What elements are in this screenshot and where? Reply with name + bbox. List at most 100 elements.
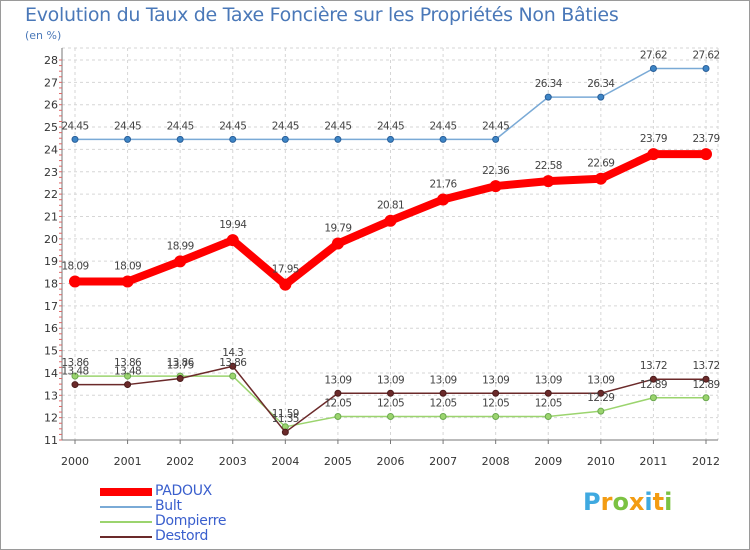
- data-label-destord: 13.72: [640, 360, 667, 372]
- logo-letter: i: [644, 488, 653, 516]
- data-point-dompierre: [439, 413, 447, 421]
- data-point-bult: [597, 93, 605, 101]
- data-point-destord: [281, 428, 289, 436]
- y-tick-label: 19: [44, 255, 58, 268]
- data-point-padoux: [542, 175, 555, 188]
- legend-swatch-dompierre: [100, 521, 152, 523]
- logo-letter: x: [628, 488, 645, 516]
- data-point-dompierre: [387, 413, 394, 421]
- data-label-destord: 13.72: [692, 360, 719, 372]
- data-label-bult: 26.34: [587, 78, 615, 90]
- data-label-destord: 13.09: [482, 374, 509, 386]
- data-label-dompierre: 12.05: [377, 398, 404, 410]
- data-point-destord: [597, 389, 605, 397]
- data-point-padoux: [279, 278, 292, 291]
- data-point-dompierre: [597, 407, 605, 415]
- data-label-bult: 24.45: [272, 120, 299, 132]
- data-point-padoux: [69, 275, 81, 288]
- data-label-padoux: 20.81: [377, 200, 404, 212]
- data-label-destord: 11.35: [272, 413, 299, 425]
- legend-label-dompierre: Dompierre: [155, 513, 227, 529]
- x-tick-label: 2011: [639, 455, 667, 468]
- data-label-destord: 13.75: [167, 360, 194, 372]
- data-point-dompierre: [492, 413, 500, 421]
- x-tick-label: 2007: [429, 455, 457, 468]
- data-label-destord: 14.3: [222, 347, 243, 359]
- legend-item-padoux: PADOUX: [100, 483, 300, 499]
- data-label-destord: 13.09: [535, 374, 562, 386]
- data-point-destord: [439, 389, 447, 397]
- data-label-bult: 24.45: [114, 120, 141, 132]
- data-label-padoux: 18.99: [167, 240, 194, 252]
- data-label-dompierre: 13.86: [61, 357, 89, 369]
- data-point-bult: [334, 135, 342, 143]
- data-label-bult: 27.62: [692, 49, 719, 61]
- data-label-padoux: 22.69: [587, 158, 614, 170]
- y-tick-label: 15: [44, 345, 58, 358]
- y-tick-label: 21: [44, 210, 58, 223]
- data-point-destord: [71, 381, 79, 389]
- chart-title: Evolution du Taux de Taxe Foncière sur l…: [25, 4, 619, 26]
- data-label-bult: 24.45: [324, 120, 351, 132]
- legend-item-dompierre: Dompierre: [100, 513, 300, 529]
- data-point-bult: [439, 135, 447, 143]
- data-point-dompierre: [71, 372, 79, 380]
- legend-swatch-padoux: [100, 488, 152, 496]
- data-point-bult: [229, 135, 237, 143]
- data-point-destord: [702, 375, 710, 383]
- data-point-dompierre: [229, 372, 237, 380]
- x-tick-label: 2009: [534, 455, 562, 468]
- y-tick-label: 17: [44, 300, 58, 313]
- data-point-padoux: [384, 214, 397, 227]
- data-point-padoux: [647, 148, 660, 161]
- data-point-padoux: [174, 255, 187, 268]
- data-label-destord: 13.48: [114, 366, 141, 378]
- data-point-dompierre: [544, 413, 552, 421]
- data-label-dompierre: 12.05: [430, 398, 457, 410]
- legend-label-padoux: PADOUX: [155, 483, 212, 499]
- legend-label-bult: Bult: [155, 498, 182, 514]
- data-point-bult: [71, 135, 79, 143]
- data-label-padoux: 21.76: [430, 178, 458, 190]
- proxiti-logo: Proxiti: [583, 488, 672, 516]
- logo-letter: o: [612, 488, 629, 516]
- y-tick-label: 16: [44, 322, 58, 335]
- data-point-destord: [229, 362, 237, 370]
- data-label-bult: 24.45: [167, 120, 194, 132]
- y-tick-label: 23: [44, 166, 58, 179]
- data-label-padoux: 22.58: [535, 160, 562, 172]
- data-point-destord: [334, 389, 342, 397]
- data-label-destord: 13.48: [61, 366, 88, 378]
- data-point-padoux: [437, 193, 450, 206]
- logo-letter: t: [652, 488, 665, 516]
- data-label-dompierre: 12.05: [535, 398, 562, 410]
- y-tick-label: 25: [44, 121, 58, 134]
- data-label-padoux: 19.79: [324, 223, 351, 235]
- data-label-bult: 24.45: [430, 120, 457, 132]
- data-point-destord: [387, 389, 394, 397]
- data-point-bult: [544, 93, 552, 101]
- data-point-dompierre: [334, 413, 342, 421]
- data-label-padoux: 23.79: [692, 133, 719, 145]
- data-label-bult: 26.34: [535, 78, 563, 90]
- y-tick-label: 26: [44, 99, 58, 112]
- y-tick-label: 28: [44, 54, 58, 67]
- data-label-bult: 27.62: [640, 49, 667, 61]
- data-point-destord: [176, 375, 184, 383]
- data-point-bult: [124, 135, 132, 143]
- data-point-bult: [387, 135, 394, 143]
- x-tick-label: 2012: [692, 455, 720, 468]
- data-label-bult: 24.45: [219, 120, 246, 132]
- data-label-padoux: 17.95: [272, 264, 299, 276]
- data-label-destord: 13.09: [430, 374, 457, 386]
- data-point-padoux: [594, 172, 607, 185]
- x-tick-label: 2002: [166, 455, 194, 468]
- data-point-dompierre: [649, 394, 657, 402]
- y-tick-label: 18: [44, 278, 58, 291]
- data-point-bult: [649, 64, 657, 72]
- unit-label: (en %): [25, 29, 62, 42]
- y-tick-label: 14: [44, 367, 58, 380]
- data-label-padoux: 18.09: [114, 261, 141, 273]
- data-label-bult: 24.45: [61, 120, 88, 132]
